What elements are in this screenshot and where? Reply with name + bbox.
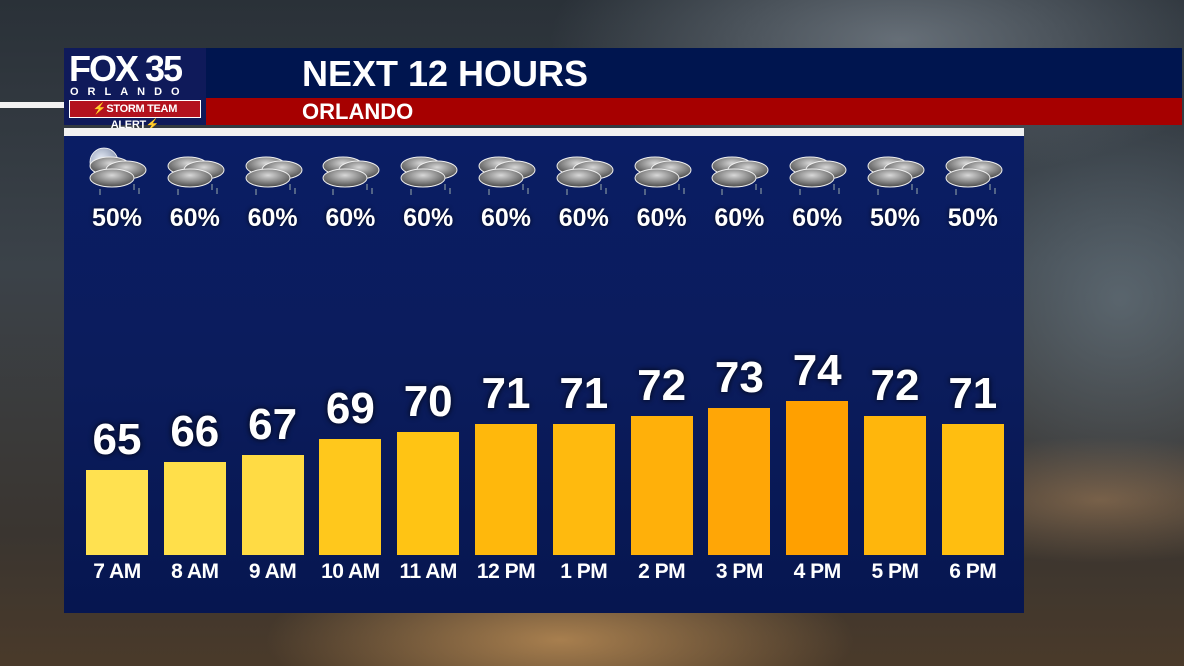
hour-column: 60% 74 4 PM (778, 136, 856, 613)
precip-chance: 60% (169, 204, 220, 232)
hour-label: 10 AM (321, 560, 380, 583)
hour-label: 7 AM (93, 560, 141, 583)
hour-column: 50% 65 7 AM (78, 136, 156, 613)
hour-label: 2 PM (638, 560, 686, 583)
temperature-value: 71 (559, 368, 609, 418)
precip-chance: 60% (403, 204, 454, 232)
precip-chance: 60% (792, 204, 843, 232)
title-bar: NEXT 12 HOURS (206, 48, 1182, 98)
cloud-rain-icon (245, 156, 303, 195)
precip-chance: 60% (480, 204, 532, 232)
precip-chance: 60% (636, 204, 687, 232)
moon-cloud-rain-icon (89, 147, 147, 195)
hour-label: 5 PM (871, 560, 919, 583)
temperature-bar (941, 423, 1004, 555)
cloud-rain-icon (867, 156, 925, 195)
cloud-rain-icon (789, 156, 847, 195)
temperature-bar (319, 439, 382, 555)
logo-brand: FOX 35 (69, 48, 183, 89)
temperature-bar (397, 431, 460, 555)
hour-column: 60% 72 2 PM (623, 136, 701, 613)
hour-label: 12 PM (476, 560, 536, 583)
temperature-value: 69 (325, 384, 375, 434)
cloud-rain-icon (478, 156, 536, 195)
temperature-value: 73 (714, 353, 764, 403)
storm-team-alert-badge: ⚡STORM TEAM ALERT⚡ (69, 100, 201, 131)
cloud-rain-icon (556, 156, 614, 195)
temperature-bar (475, 423, 537, 555)
location-subtitle: ORLANDO (302, 99, 414, 124)
temperature-value: 65 (92, 415, 142, 464)
temperature-value: 67 (248, 399, 298, 449)
hour-label: 9 AM (248, 560, 297, 583)
temperature-value: 71 (481, 368, 531, 418)
hour-column: 60% 66 8 AM (156, 136, 234, 613)
hour-label: 1 PM (560, 560, 608, 583)
temperature-value: 70 (403, 376, 453, 426)
hour-label: 4 PM (793, 560, 842, 583)
cloud-rain-icon (711, 156, 769, 195)
temperature-value: 71 (948, 368, 998, 418)
temperature-bar (708, 408, 771, 555)
cloud-rain-icon (945, 156, 1003, 195)
temperature-bar (786, 400, 849, 555)
cloud-rain-icon (322, 156, 380, 195)
temperature-bar (86, 470, 148, 555)
precip-chance: 60% (247, 204, 298, 232)
hour-column: 50% 72 5 PM (856, 136, 934, 613)
logo-city: ORLANDO (70, 86, 189, 98)
precip-chance: 60% (714, 204, 765, 232)
page-title: NEXT 12 HOURS (302, 53, 589, 94)
hourly-forecast-panel: 50% 65 7 AM (64, 136, 1024, 613)
hour-column: 60% 70 11 AM (389, 136, 467, 613)
hour-column: 60% 69 10 AM (311, 136, 389, 613)
temperature-bar (552, 423, 615, 555)
hour-column: 60% 67 9 AM (234, 136, 312, 613)
temperature-bar (864, 416, 926, 555)
station-logo: FOX 35 ORLANDO ⚡STORM TEAM ALERT⚡ (64, 48, 206, 131)
cloud-rain-icon (634, 156, 692, 195)
precip-chance: 50% (947, 204, 998, 232)
cloud-rain-icon (400, 156, 458, 195)
hour-label: 11 AM (399, 560, 457, 583)
cloud-rain-icon (167, 156, 225, 195)
hour-column: 60% 71 12 PM (467, 136, 545, 613)
decorative-line (0, 102, 64, 108)
temperature-value: 66 (170, 407, 220, 457)
hour-column: 60% 71 1 PM (545, 136, 623, 613)
subtitle-bar: ORLANDO (206, 98, 1182, 125)
hour-label: 8 AM (171, 560, 219, 583)
temperature-value: 72 (870, 361, 920, 411)
temperature-bar (163, 462, 226, 555)
temperature-value: 74 (792, 345, 842, 395)
temperature-bar (241, 454, 304, 555)
hour-label: 3 PM (715, 560, 764, 583)
temperature-bar (630, 416, 693, 555)
precip-chance: 50% (91, 204, 143, 232)
hour-label: 6 PM (949, 560, 997, 583)
hour-column: 50% 71 6 PM (934, 136, 1012, 613)
temperature-value: 72 (637, 361, 687, 411)
precip-chance: 50% (869, 204, 921, 232)
divider-strip (64, 128, 1024, 136)
hour-column: 60% 73 3 PM (700, 136, 778, 613)
precip-chance: 60% (325, 204, 376, 232)
precip-chance: 60% (558, 204, 609, 232)
